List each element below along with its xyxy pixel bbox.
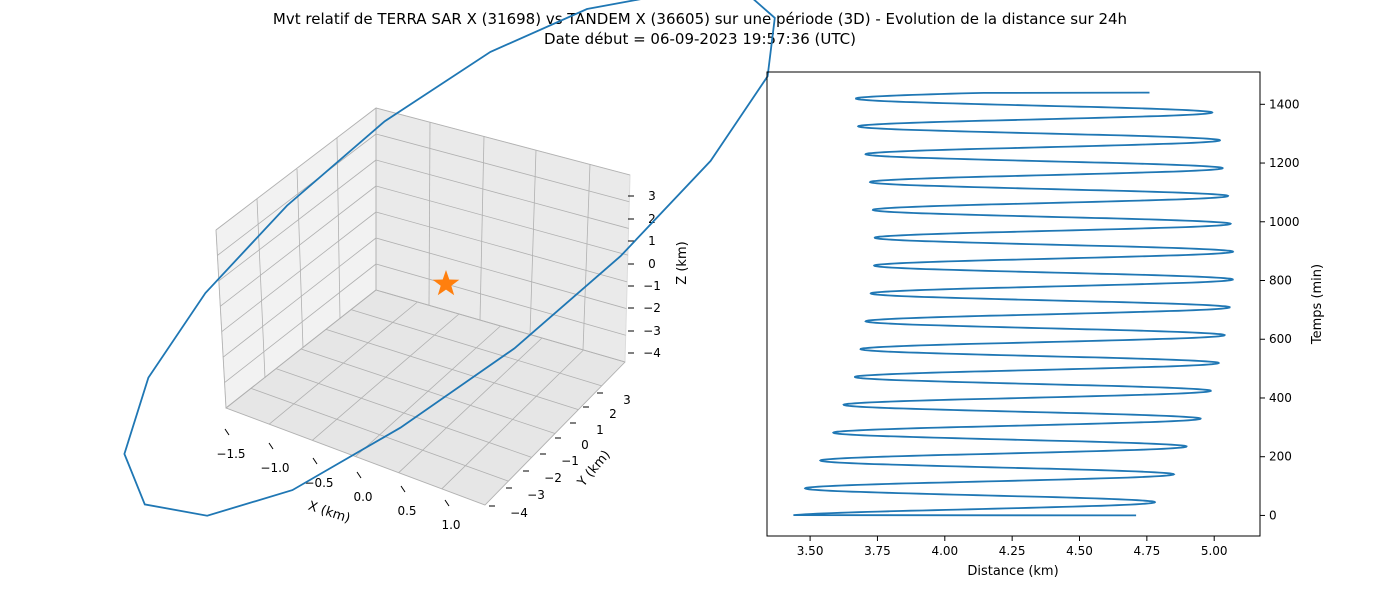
x-tick-label: 3.50: [797, 544, 824, 558]
y-tick-label: 1400: [1269, 97, 1300, 111]
y-tick-label: −2: [544, 471, 562, 485]
z-tick-label: 3: [648, 189, 656, 203]
grid-line: [375, 185, 628, 256]
plot-frame: [766, 71, 1261, 537]
x-tick-label: 0.0: [353, 490, 372, 504]
grid-line: [218, 159, 377, 282]
x-tick-label: −1.5: [216, 447, 245, 461]
x-tick-mark: [268, 442, 274, 450]
grid-line: [375, 107, 631, 176]
y-axis-label: Temps (min): [1310, 264, 1325, 345]
x-tick-mark: [224, 428, 230, 436]
grid-line: [220, 185, 377, 307]
x-tick-label: 1.0: [441, 518, 460, 532]
grid-line: [222, 237, 377, 358]
orbit-line: [123, 0, 776, 517]
x-tick-label: −0.5: [304, 476, 333, 490]
grid-line: [375, 237, 627, 309]
grid-line: [375, 263, 626, 336]
x-tick-mark: [312, 457, 318, 465]
x-tick-mark: [444, 499, 450, 507]
z-tick-label: −4: [643, 346, 661, 360]
figure-title-line1: Mvt relatif de TERRA SAR X (31698) vs TA…: [273, 10, 1127, 28]
grid-line: [484, 361, 626, 506]
y-tick-label: 3: [623, 393, 631, 407]
plot-2d: 3.50 3.75 4.00 4.25 4.50 4.75 5.00 0 200 400 600 8…: [766, 71, 1325, 579]
y-tick-label: 400: [1269, 391, 1292, 405]
grid-line: [479, 135, 485, 321]
z-axis-label-3d: Z (km): [675, 241, 690, 284]
grid-line: [375, 289, 626, 363]
grid-line: [256, 198, 266, 379]
y-tick-label: 0: [1269, 508, 1277, 522]
x-tick-label: 3.75: [864, 544, 891, 558]
y-tick-label: 2: [609, 407, 617, 421]
grid-line: [296, 168, 304, 349]
x-tick-label: 4.50: [1066, 544, 1093, 558]
y-axis-label-3d: Y (km): [574, 448, 613, 491]
distance-line: [793, 91, 1235, 517]
x-axis-label-3d: X (km): [306, 499, 352, 527]
y-tick-label: −4: [510, 506, 528, 520]
y-tick-label: −3: [527, 488, 545, 502]
z-tick-label: −2: [643, 301, 661, 315]
z-tick-label: 1: [648, 234, 656, 248]
z-tick-label: 2: [648, 212, 656, 226]
y-tick-label: 1000: [1269, 215, 1300, 229]
grid-line: [224, 263, 377, 383]
x-tick-mark: [400, 485, 406, 493]
grid-line: [217, 133, 377, 256]
y-tick-label: 200: [1269, 450, 1292, 464]
x-tick-label: −1.0: [260, 461, 289, 475]
y-tick-label: −1: [561, 454, 579, 468]
grid-line: [375, 211, 628, 283]
y-tick-label: 1200: [1269, 156, 1300, 170]
grid-line: [529, 149, 537, 336]
x-axis-label: Distance (km): [967, 564, 1058, 579]
x-tick-label: 4.00: [931, 544, 958, 558]
grid-line: [375, 133, 630, 203]
grid-line: [215, 229, 227, 409]
x-tick-label: 4.75: [1133, 544, 1160, 558]
y-tick-label: 600: [1269, 332, 1292, 346]
grid-line: [441, 349, 584, 490]
grid-line: [375, 159, 629, 229]
y-tick-label: 0: [581, 438, 589, 452]
ticks-3d: −1.5−1.0−0.50.00.51.0−4−3−2−10123−4−3−2−…: [216, 189, 660, 532]
grid-line: [336, 137, 341, 320]
z-tick-label: −3: [643, 324, 661, 338]
z-tick-label: −1: [643, 279, 661, 293]
y-tick-label: 1: [596, 423, 604, 437]
grid-line: [428, 121, 431, 306]
grid-3d: [215, 107, 631, 506]
y-tick-label: 800: [1269, 274, 1292, 288]
x-tick-label: 0.5: [397, 504, 416, 518]
z-tick-label: 0: [648, 257, 656, 271]
x-tick-label: 5.00: [1201, 544, 1228, 558]
star-marker: [432, 270, 460, 296]
x-ticks: 3.50 3.75 4.00 4.25 4.50 4.75 5.00: [797, 536, 1228, 558]
x-tick-mark: [356, 471, 362, 479]
grid-line: [221, 211, 377, 333]
x-tick-label: 4.25: [999, 544, 1026, 558]
figure-title-line2: Date début = 06-09-2023 19:57:36 (UTC): [544, 30, 856, 48]
plot-3d: −1.5−1.0−0.50.00.51.0−4−3−2−10123−4−3−2−…: [123, 0, 776, 532]
grid-line: [582, 163, 591, 351]
grid-line: [215, 107, 377, 231]
y-ticks: 0 200 400 600 800 1000 1200 1400: [1260, 97, 1300, 522]
